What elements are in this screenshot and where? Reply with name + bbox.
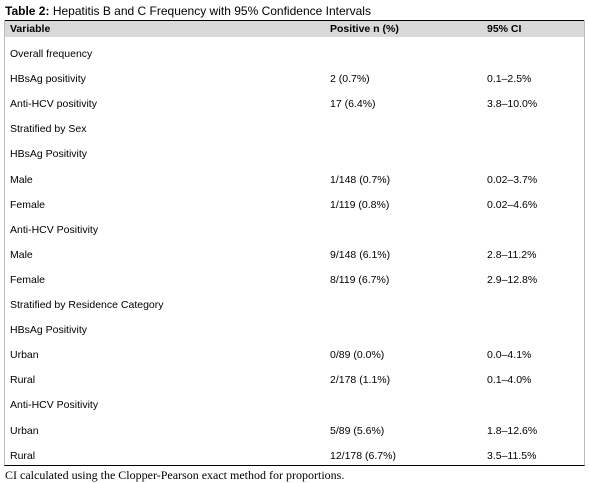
table-cell: 1.8–12.6% — [487, 424, 538, 437]
table-cell: 9/148 (6.1%) — [330, 248, 391, 261]
table-cell: 2/178 (1.1%) — [330, 374, 391, 387]
table-cell: Overall frequency — [10, 48, 93, 60]
table-cell: 17 (6.4%) — [330, 98, 376, 111]
table-cell: 3.5–11.5% — [487, 449, 537, 462]
table-cell: 5/89 (5.6%) — [330, 424, 385, 437]
table-header: Variable Positive n (%) 95% CI — [5, 20, 584, 37]
table-cell: HBsAg Positivity — [10, 148, 88, 161]
table-cell: 0.02–3.7% — [487, 173, 538, 186]
table-cell: Stratified by Sex — [10, 123, 87, 136]
table-cell: 2 (0.7%) — [330, 73, 370, 86]
header-cell: Variable — [10, 23, 51, 35]
header-cell: Positive n (%) — [330, 23, 399, 35]
header-cell: 95% CI — [487, 23, 522, 35]
table-caption: Hepatitis B and C Frequency with 95% Con… — [52, 4, 371, 18]
table-cell: 0/89 (0.0%) — [330, 349, 385, 362]
table-cell: 1/148 (0.7%) — [330, 173, 391, 186]
table-cell: HBsAg Positivity — [10, 324, 88, 337]
footnote: CI calculated using the Clopper-Pearson … — [5, 468, 345, 482]
table-cell: Rural — [10, 449, 36, 462]
table-cell: Female — [10, 273, 46, 286]
table-cell: 0.1–4.0% — [487, 374, 532, 387]
table-cell: Female — [10, 198, 46, 211]
table-cell: Anti-HCV Positivity — [10, 223, 99, 236]
table-cell: 3.8–10.0% — [487, 98, 538, 111]
table-title: Table 2: Hepatitis B and C Frequency wit… — [5, 4, 371, 18]
table-cell: 2.9–12.8% — [487, 273, 538, 286]
table-cell: Urban — [10, 349, 39, 362]
table-cell: 0.0–4.1% — [487, 349, 532, 362]
table-cell: 1/119 (0.8%) — [330, 198, 390, 211]
table-cell: Rural — [10, 374, 36, 387]
table-cell: HBsAg positivity — [10, 73, 86, 86]
table-cell: Anti-HCV Positivity — [10, 399, 99, 412]
table-cell: Urban — [10, 424, 39, 437]
table-cell: Anti-HCV positivity — [10, 98, 97, 111]
table-cell: 12/178 (6.7%) — [330, 449, 396, 462]
table-cell: 2.8–11.2% — [487, 248, 537, 261]
table-cell: Male — [10, 173, 33, 186]
table-label: Table 2: — [5, 4, 50, 18]
table-cell: 0.1–2.5% — [487, 73, 532, 86]
table-cell: 0.02–4.6% — [487, 198, 538, 211]
table-cell: 8/119 (6.7%) — [330, 273, 390, 286]
table-cell: Male — [10, 248, 33, 261]
table: Variable Positive n (%) 95% CI Overall fre… — [4, 20, 585, 466]
table-cell: Stratified by Residence Category — [10, 299, 164, 311]
